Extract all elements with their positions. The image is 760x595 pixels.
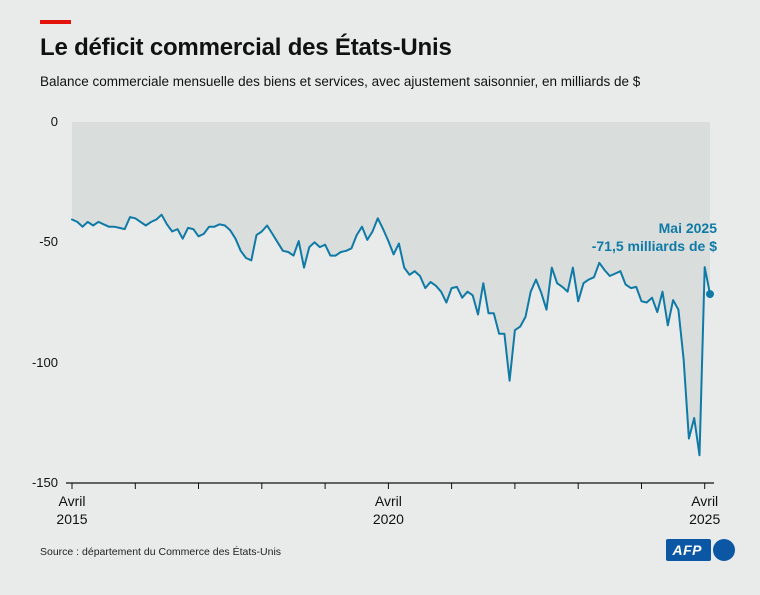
last-point-annotation: Mai 2025 -71,5 milliards de $ [592, 219, 717, 255]
afp-logo-text: AFP [665, 539, 711, 561]
x-axis-label: Avril 2025 [689, 493, 721, 527]
y-axis-label: 0 [50, 114, 58, 129]
last-point-marker [706, 290, 714, 299]
afp-logo: AFP [665, 539, 735, 561]
x-axis-label: Avril 2020 [372, 493, 404, 527]
afp-globe-icon [713, 539, 735, 561]
page-title: Le déficit commercial des États-Unis [40, 34, 452, 61]
y-axis-label: -50 [39, 234, 58, 250]
chart-subtitle: Balance commerciale mensuelle des biens … [40, 74, 641, 89]
accent-bar [40, 20, 71, 24]
y-axis-label: -150 [31, 475, 58, 490]
deficit-area-fill [72, 122, 710, 456]
source-note: Source : département du Commerce des Éta… [40, 546, 282, 558]
deficit-line [71, 213, 711, 457]
annotation-date: Mai 2025 [658, 220, 717, 236]
annotation-value: -71,5 milliards de $ [591, 238, 717, 254]
x-axis-label: Avril 2015 [56, 493, 88, 527]
y-axis-label: -100 [31, 354, 58, 370]
